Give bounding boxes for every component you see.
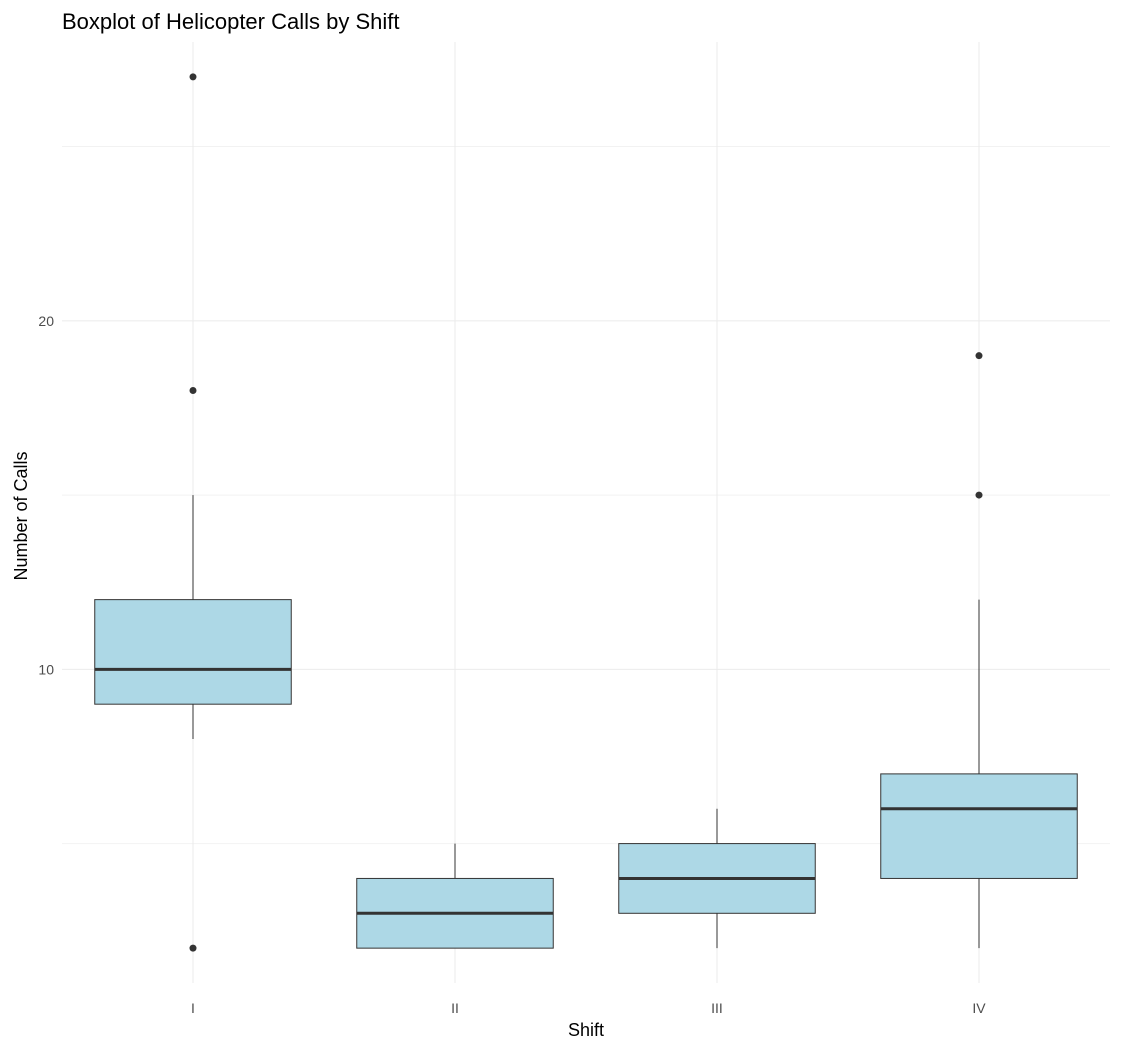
- outlier-point: [189, 944, 197, 952]
- x-tick-label-ii: II: [451, 1000, 459, 1016]
- box-group-iv: [880, 352, 1078, 949]
- outlier-point: [189, 73, 197, 81]
- box: [880, 773, 1078, 879]
- box-group-i: [94, 73, 292, 952]
- boxes: [94, 73, 1078, 952]
- x-tick-label-iv: IV: [972, 1000, 986, 1016]
- box: [94, 599, 292, 705]
- y-axis-title: Number of Calls: [11, 451, 31, 580]
- y-tick-label: 10: [38, 661, 54, 677]
- y-tick-labels: 10 20: [38, 313, 54, 678]
- x-axis-title: Shift: [568, 1020, 604, 1040]
- outlier-point: [189, 387, 197, 395]
- box-group-ii: [356, 843, 554, 949]
- x-tick-label-iii: III: [711, 1000, 723, 1016]
- box-group-iii: [618, 808, 816, 949]
- chart-title: Boxplot of Helicopter Calls by Shift: [62, 9, 400, 34]
- x-tick-label-i: I: [191, 1000, 195, 1016]
- y-tick-label: 20: [38, 313, 54, 329]
- x-tick-labels: I II III IV: [191, 1000, 986, 1016]
- outlier-point: [975, 491, 983, 499]
- outlier-point: [975, 352, 983, 360]
